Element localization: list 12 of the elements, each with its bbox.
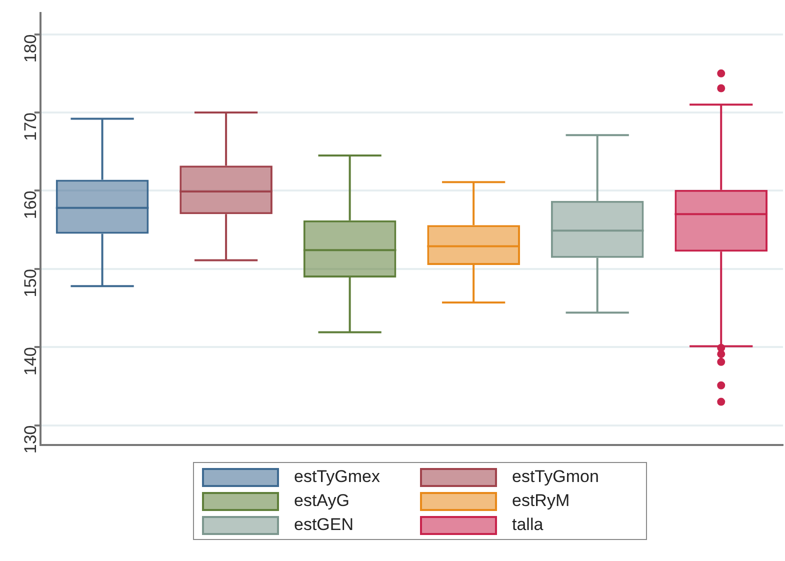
legend-label: estTyGmex [294, 467, 380, 487]
y-tick-label: 150 [21, 268, 40, 298]
legend-label: estTyGmon [512, 467, 599, 487]
legend-label: estAyG [294, 491, 350, 511]
legend-label: estGEN [294, 515, 354, 535]
y-tick-label: 170 [21, 112, 40, 141]
legend-label: estRyM [512, 491, 570, 511]
legend-label: talla [512, 515, 544, 535]
y-tick-label: 160 [21, 190, 40, 220]
y-tick-label: 140 [21, 347, 40, 376]
y-tick-label: 130 [21, 425, 40, 454]
y-tick-label: 180 [21, 34, 40, 63]
